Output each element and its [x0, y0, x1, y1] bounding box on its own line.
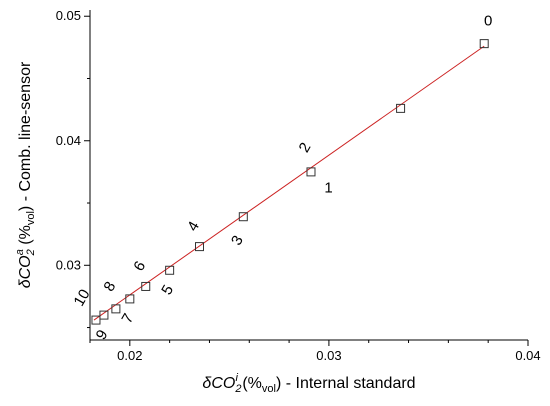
- point-label: 1: [324, 179, 332, 196]
- y-tick-label: 0.03: [56, 257, 81, 272]
- point-label: 10: [71, 286, 94, 309]
- point-label: 4: [184, 218, 203, 234]
- data-point: [125, 294, 135, 304]
- point-label: 0: [484, 13, 492, 30]
- data-point: [195, 242, 204, 252]
- x-tick-label: 0.03: [316, 348, 341, 363]
- point-label: 7: [118, 311, 137, 327]
- x-axis-title: δCO2i (%vol) - Internal standard: [202, 372, 415, 395]
- data-point: [165, 265, 175, 275]
- axis-title-part: ) - Comb. line-sensor: [17, 61, 34, 211]
- y-tick-label: 0.05: [56, 8, 81, 23]
- axis-title-part: i: [235, 372, 238, 384]
- axis-title-part: vol: [25, 211, 37, 225]
- axis-title-part: 2: [25, 249, 37, 256]
- y-axis-title: δCO2a (%vol) - Comb. line-sensor: [14, 61, 37, 288]
- data-point: [91, 315, 101, 325]
- axis-title-part: ) - Internal standard: [276, 375, 416, 392]
- point-label: 3: [228, 233, 247, 249]
- point-label: 6: [130, 258, 149, 274]
- point-label: 5: [158, 282, 177, 298]
- axis-title-part: δCO: [202, 375, 235, 392]
- x-tick-label: 0.04: [515, 348, 540, 363]
- axis-title-part: (%: [17, 225, 34, 249]
- data-point: [141, 281, 151, 291]
- axis-title-part: (%: [238, 375, 262, 392]
- data-point: [306, 167, 316, 177]
- data-point: [479, 39, 489, 49]
- axis-title-part: a: [14, 249, 26, 255]
- fit-line: [93, 45, 485, 321]
- point-label: 2: [296, 140, 315, 156]
- point-label: 8: [101, 279, 120, 295]
- data-point: [238, 212, 248, 222]
- fit-line-group: [93, 45, 485, 321]
- axes: 0.02 0.03 0.04 0.03 0.04 0.05: [56, 8, 541, 363]
- x-tick-label: 0.02: [117, 348, 142, 363]
- data-point: [99, 310, 109, 320]
- data-points: [91, 39, 489, 325]
- axis-title-part: 2: [234, 383, 241, 395]
- axis-title-part: δCO: [17, 255, 34, 288]
- data-point: [111, 304, 121, 314]
- axis-title-part: vol: [262, 383, 276, 395]
- data-point: [396, 103, 406, 113]
- y-tick-label: 0.04: [56, 133, 81, 148]
